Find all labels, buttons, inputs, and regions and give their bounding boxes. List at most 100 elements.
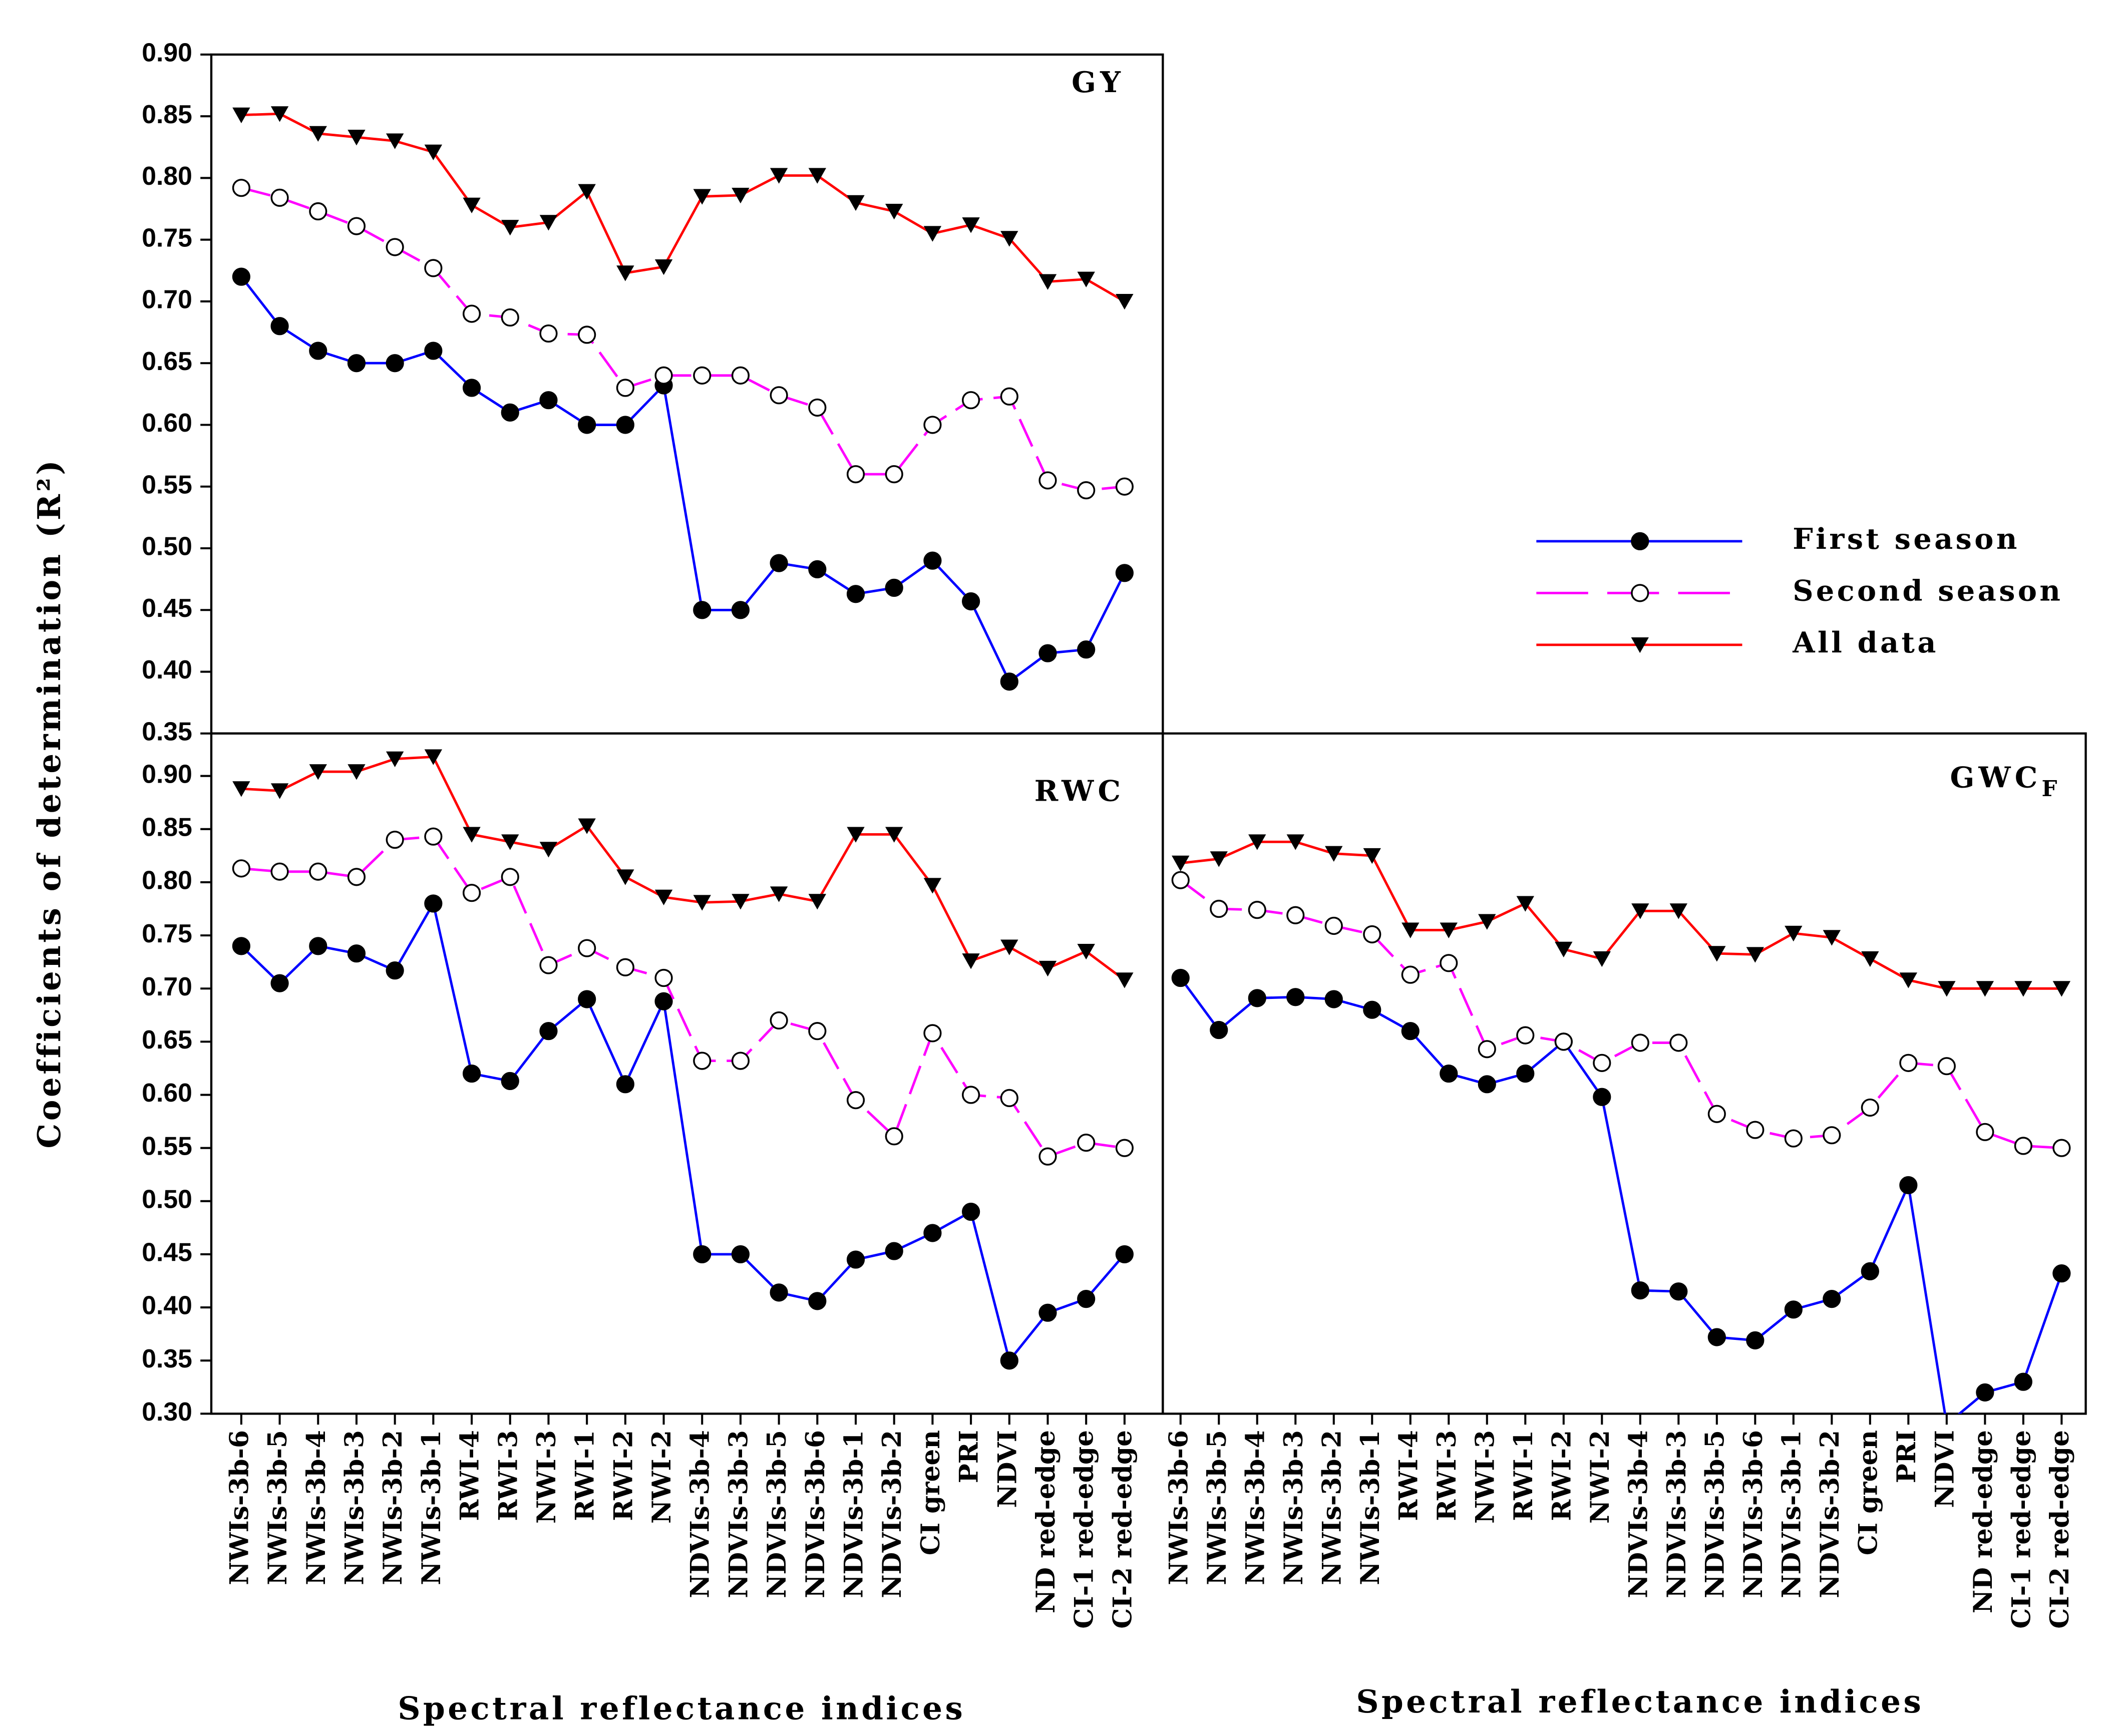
y-tick-label: 0.85 bbox=[142, 812, 192, 841]
x-tick-label: NDVIs-3b-4 bbox=[685, 1430, 716, 1598]
marker bbox=[1324, 916, 1343, 935]
marker bbox=[885, 578, 903, 597]
marker bbox=[1708, 946, 1726, 962]
marker bbox=[1823, 1126, 1841, 1145]
marker bbox=[539, 215, 558, 231]
marker bbox=[1248, 834, 1266, 850]
x-tick-label: ND red-edge bbox=[1968, 1430, 1998, 1613]
marker bbox=[693, 601, 712, 619]
marker bbox=[1440, 922, 1458, 938]
x-tick-label: CI-2 red-edge bbox=[2044, 1430, 2075, 1629]
marker bbox=[1631, 1281, 1649, 1300]
marker bbox=[885, 1127, 903, 1146]
marker bbox=[1746, 1121, 1765, 1139]
y-tick-label: 0.35 bbox=[142, 1344, 192, 1373]
x-tick-label: NWIs-3b-2 bbox=[378, 1430, 408, 1585]
marker bbox=[1038, 960, 1057, 977]
marker bbox=[462, 379, 481, 397]
y-tick-label: 0.75 bbox=[142, 223, 192, 252]
marker bbox=[961, 592, 980, 611]
x-tick-label: NDVI bbox=[992, 1430, 1022, 1508]
marker bbox=[232, 267, 251, 286]
marker bbox=[1785, 925, 1803, 942]
marker bbox=[232, 781, 250, 797]
x-tick-label: NWI-3 bbox=[1470, 1430, 1500, 1524]
marker bbox=[1440, 954, 1458, 972]
x-tick-label: NWIs-3b-6 bbox=[1163, 1430, 1194, 1585]
x-tick-label: NWIs-3b-1 bbox=[1355, 1430, 1385, 1585]
x-tick-label: ND red-edge bbox=[1030, 1430, 1061, 1613]
marker bbox=[1478, 1040, 1496, 1059]
x-tick-label: RWI-1 bbox=[570, 1430, 600, 1521]
marker bbox=[1116, 972, 1134, 988]
marker bbox=[1516, 1064, 1535, 1083]
x-tick-label: NDVIs-3b-1 bbox=[839, 1430, 869, 1598]
marker bbox=[693, 189, 711, 205]
marker bbox=[424, 341, 443, 360]
marker bbox=[885, 827, 903, 843]
marker bbox=[501, 1072, 519, 1091]
legend-label: First season bbox=[1793, 522, 2020, 556]
marker bbox=[654, 889, 673, 906]
marker bbox=[232, 859, 251, 878]
marker bbox=[808, 560, 827, 579]
marker bbox=[501, 403, 519, 422]
marker bbox=[1478, 1075, 1496, 1094]
marker bbox=[1077, 1289, 1096, 1308]
x-tick-label: NDVIs-3b-5 bbox=[1699, 1430, 1730, 1598]
marker bbox=[1363, 848, 1381, 864]
marker bbox=[1401, 1022, 1420, 1040]
x-axis-label: Spectral reflectance indices bbox=[398, 1689, 965, 1726]
x-tick-label: RWI-3 bbox=[1432, 1430, 1462, 1521]
plot-frame bbox=[1162, 732, 2087, 1415]
y-tick-label: 0.35 bbox=[142, 717, 192, 746]
marker bbox=[424, 894, 443, 913]
marker bbox=[923, 1224, 942, 1242]
marker bbox=[539, 1022, 558, 1040]
marker bbox=[1077, 1133, 1096, 1152]
marker bbox=[731, 1052, 750, 1070]
x-tick-label: NWIs-3b-6 bbox=[224, 1430, 254, 1585]
marker bbox=[654, 968, 673, 987]
series-line bbox=[241, 755, 1126, 981]
marker bbox=[923, 551, 942, 570]
marker bbox=[1593, 1088, 1611, 1106]
x-tick-label: RWI-4 bbox=[455, 1430, 485, 1521]
marker bbox=[770, 554, 788, 572]
marker bbox=[232, 937, 251, 955]
marker bbox=[923, 416, 942, 434]
marker bbox=[1210, 1020, 1228, 1039]
marker bbox=[424, 259, 443, 277]
marker bbox=[1707, 1105, 1726, 1123]
marker bbox=[1746, 1331, 1765, 1349]
marker bbox=[693, 1245, 712, 1264]
marker bbox=[1669, 1282, 1688, 1301]
marker bbox=[616, 265, 634, 281]
marker bbox=[885, 1242, 903, 1260]
x-tick-label: RWI-3 bbox=[493, 1430, 523, 1521]
marker bbox=[1000, 1351, 1018, 1370]
marker bbox=[424, 144, 443, 161]
marker bbox=[1937, 1057, 1956, 1076]
marker bbox=[1401, 922, 1420, 938]
marker bbox=[1363, 1000, 1381, 1019]
marker bbox=[923, 1024, 942, 1043]
marker bbox=[770, 886, 788, 902]
marker bbox=[1077, 640, 1096, 659]
marker bbox=[847, 195, 865, 211]
marker bbox=[2014, 981, 2032, 997]
marker bbox=[847, 827, 865, 843]
marker bbox=[462, 1064, 481, 1083]
marker bbox=[1115, 1245, 1134, 1264]
plot-frame bbox=[210, 53, 1164, 735]
x-tick-label: NDVIs-3b-5 bbox=[762, 1430, 792, 1598]
y-tick-label: 0.90 bbox=[142, 38, 192, 67]
marker bbox=[347, 354, 366, 373]
plot-area bbox=[232, 749, 1134, 1370]
legend-label: All data bbox=[1792, 626, 1939, 659]
series-line bbox=[1180, 879, 2062, 1150]
marker bbox=[616, 869, 634, 885]
x-tick-label: NWI-3 bbox=[531, 1430, 562, 1524]
marker bbox=[539, 956, 558, 974]
marker bbox=[1669, 1033, 1688, 1052]
